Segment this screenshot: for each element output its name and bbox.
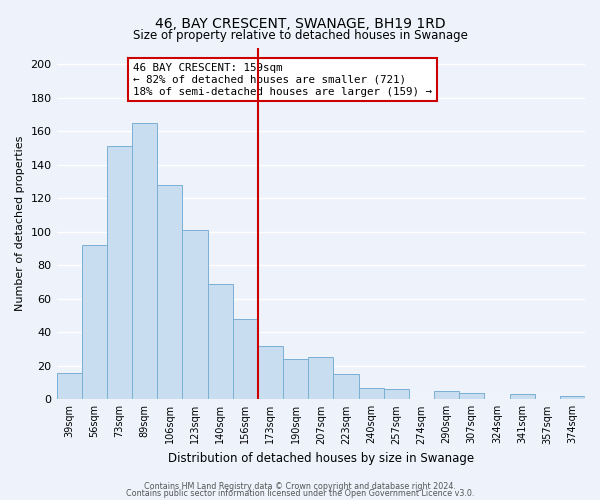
Text: Size of property relative to detached houses in Swanage: Size of property relative to detached ho… bbox=[133, 28, 467, 42]
Bar bbox=[233, 319, 258, 400]
Bar bbox=[208, 284, 233, 400]
Bar bbox=[560, 396, 585, 400]
Bar bbox=[308, 358, 334, 400]
Text: Contains HM Land Registry data © Crown copyright and database right 2024.: Contains HM Land Registry data © Crown c… bbox=[144, 482, 456, 491]
Bar bbox=[334, 374, 359, 400]
Bar bbox=[459, 392, 484, 400]
Bar bbox=[383, 390, 409, 400]
Text: 46, BAY CRESCENT, SWANAGE, BH19 1RD: 46, BAY CRESCENT, SWANAGE, BH19 1RD bbox=[155, 18, 445, 32]
Bar bbox=[283, 359, 308, 400]
Text: 46 BAY CRESCENT: 159sqm
← 82% of detached houses are smaller (721)
18% of semi-d: 46 BAY CRESCENT: 159sqm ← 82% of detache… bbox=[133, 64, 432, 96]
Bar bbox=[509, 394, 535, 400]
Bar bbox=[56, 372, 82, 400]
X-axis label: Distribution of detached houses by size in Swanage: Distribution of detached houses by size … bbox=[168, 452, 474, 465]
Bar bbox=[359, 388, 383, 400]
Bar bbox=[82, 245, 107, 400]
Bar bbox=[132, 123, 157, 400]
Bar bbox=[107, 146, 132, 400]
Bar bbox=[182, 230, 208, 400]
Text: Contains public sector information licensed under the Open Government Licence v3: Contains public sector information licen… bbox=[126, 490, 474, 498]
Bar bbox=[434, 391, 459, 400]
Bar bbox=[157, 185, 182, 400]
Bar bbox=[258, 346, 283, 400]
Y-axis label: Number of detached properties: Number of detached properties bbox=[15, 136, 25, 311]
